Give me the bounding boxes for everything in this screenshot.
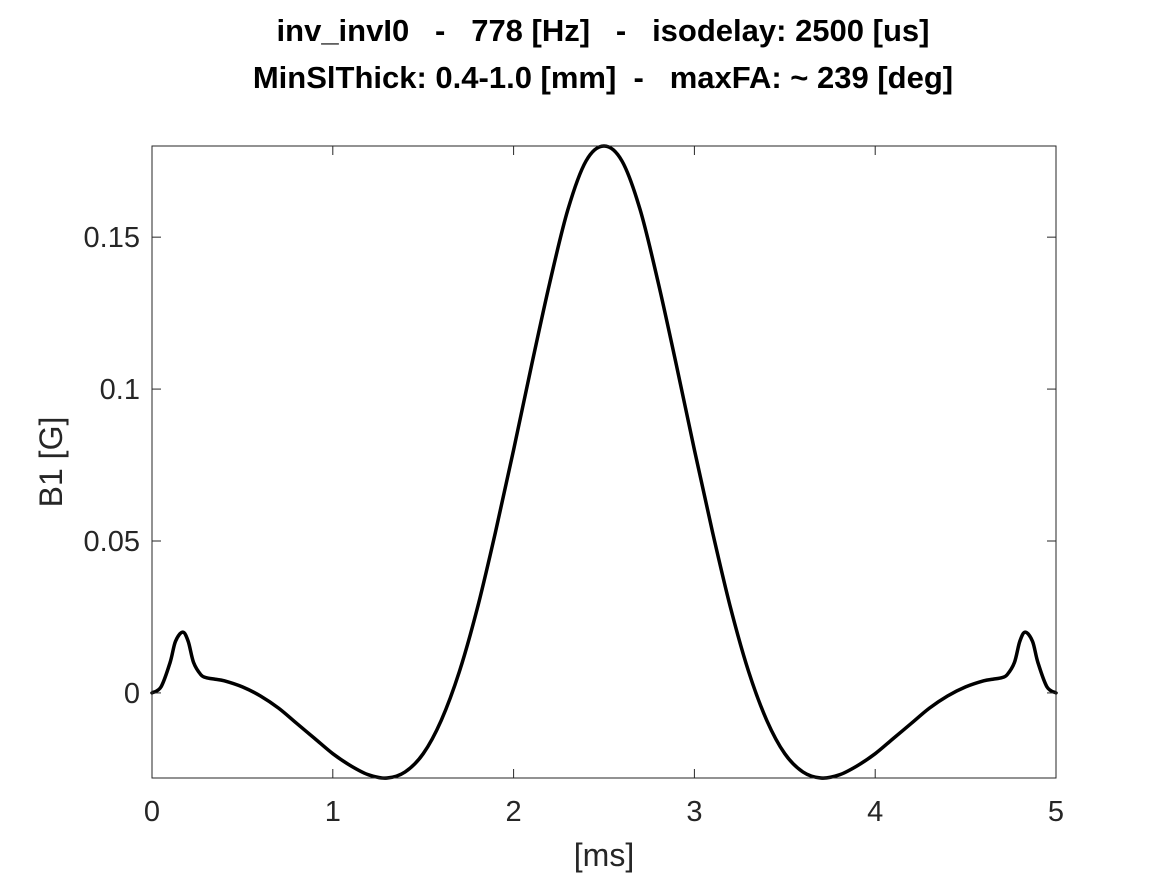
y-tick-label: 0: [124, 678, 140, 710]
y-tick-label: 0.1: [100, 374, 140, 406]
chart-title-line-1: inv_invI0 - 778 [Hz] - isodelay: 2500 [u…: [277, 13, 930, 48]
x-axis-label: [ms]: [574, 837, 634, 873]
y-axis-label: B1 [G]: [33, 417, 69, 508]
x-tick-label: 1: [325, 796, 341, 828]
x-tick-label: 5: [1048, 796, 1064, 828]
axis-ticks: 0 1 2 3 4 5 0 0.05 0.1 0.15: [84, 146, 1064, 828]
x-tick-label: 3: [686, 796, 702, 828]
axes-box: [151, 145, 1057, 779]
y-tick-label: 0.05: [84, 526, 140, 558]
chart-title-line-2: MinSlThick: 0.4-1.0 [mm] - maxFA: ~ 239 …: [253, 60, 953, 95]
x-tick-label: 0: [144, 796, 160, 828]
x-tick-label: 4: [867, 796, 883, 828]
x-tick-label: 2: [506, 796, 522, 828]
y-tick-label: 0.15: [84, 222, 140, 254]
